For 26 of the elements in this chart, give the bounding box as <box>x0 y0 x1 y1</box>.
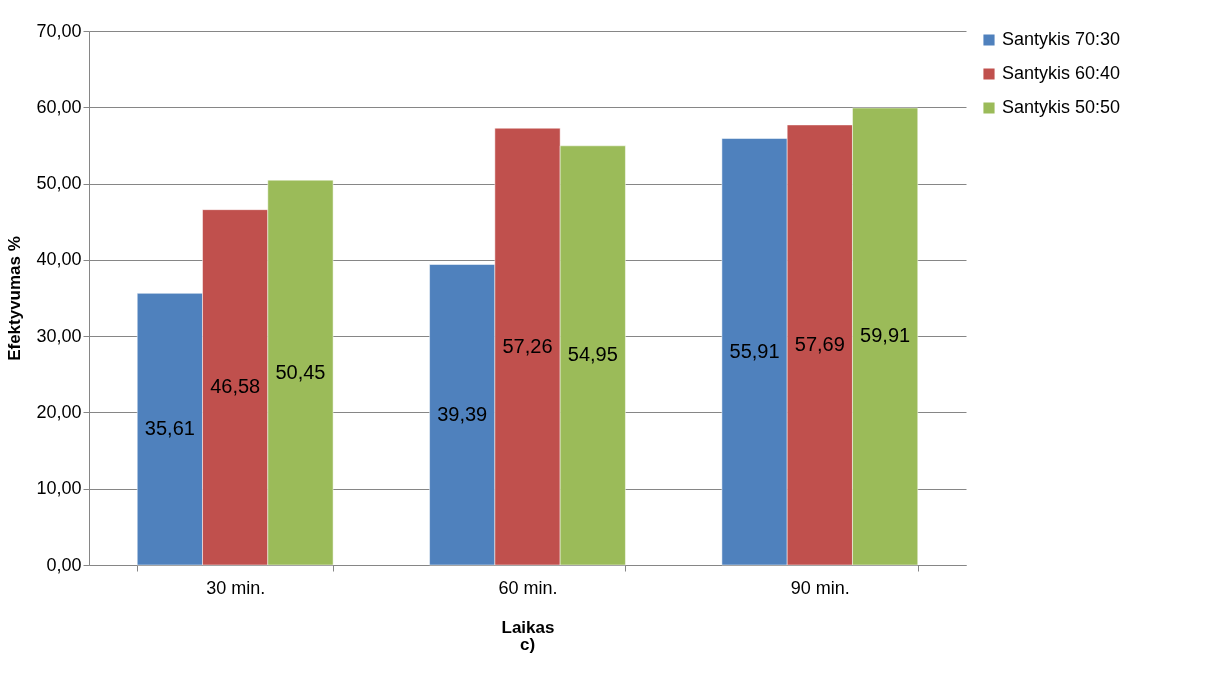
y-tick-label: 0,00 <box>46 554 82 575</box>
data-label: 59,91 <box>860 324 911 347</box>
text: c) <box>519 635 536 654</box>
legend-label: Santykis 70:30 <box>1002 29 1121 49</box>
y-tick-label: 50,00 <box>36 173 82 194</box>
data-label: 35,61 <box>144 417 195 440</box>
data-label: 39,39 <box>437 402 488 425</box>
legend-label: Santykis 60:40 <box>1002 63 1121 83</box>
legend-label: Santykis 50:50 <box>1002 97 1121 117</box>
data-label: 57,69 <box>794 332 845 355</box>
x-tick-label: 90 min. <box>790 577 850 598</box>
x-tick-label: 60 min. <box>498 577 558 598</box>
x-axis-title: Laikas <box>501 617 555 637</box>
y-tick-label: 60,00 <box>36 96 82 117</box>
y-tick-label: 30,00 <box>36 325 82 346</box>
data-label: 46,58 <box>210 375 261 398</box>
data-label: 54,95 <box>567 343 618 366</box>
data-label: 50,45 <box>275 360 326 383</box>
y-tick-label: 40,00 <box>36 249 82 270</box>
data-label: 55,91 <box>729 339 780 362</box>
y-tick-label: 70,00 <box>36 20 82 41</box>
y-tick-label: 10,00 <box>36 478 82 499</box>
x-tick-label: 30 min. <box>206 577 266 598</box>
data-label: 57,26 <box>502 334 553 357</box>
y-axis-title: Efektyvumas % <box>5 236 25 361</box>
y-tick-label: 20,00 <box>36 401 82 422</box>
